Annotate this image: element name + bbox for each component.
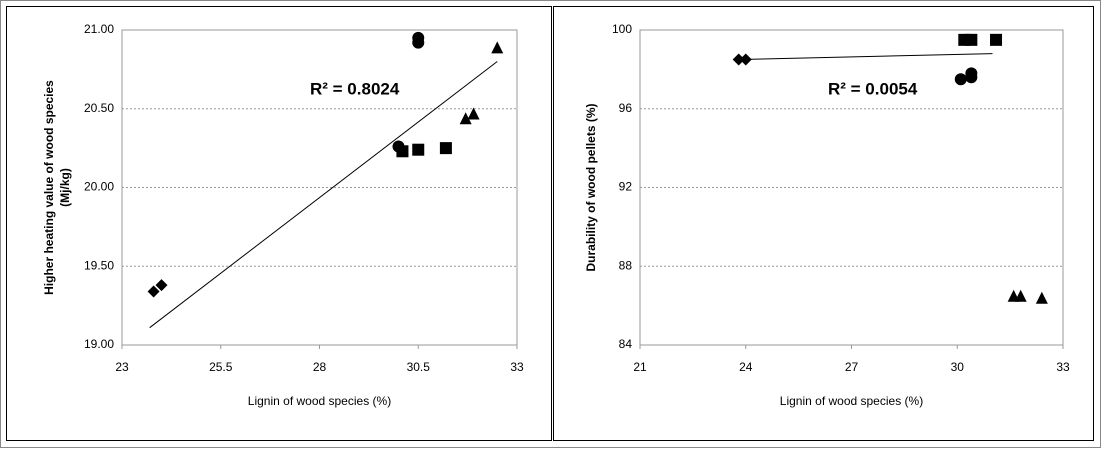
point [459, 112, 472, 125]
x-tick-label: 27 [845, 360, 859, 374]
point [439, 142, 452, 155]
x-tick-label: 28 [313, 360, 327, 374]
trendline [149, 61, 498, 329]
y-tick-label: 19.50 [84, 258, 114, 272]
y-tick-label: 19.00 [84, 337, 114, 351]
y-axis-title: Durability of wood pellets (%) [584, 103, 598, 271]
point [147, 285, 160, 298]
annotation: R² = 0.8024 [310, 79, 400, 98]
y-tick-label: 21.00 [84, 22, 114, 36]
point [739, 53, 752, 66]
point [412, 31, 425, 44]
point [954, 73, 967, 86]
y-axis-title: Higher heating value of wood species [42, 80, 56, 295]
y-tick-label: 88 [619, 258, 633, 272]
x-axis-title: Lignin of wood species (%) [780, 394, 923, 408]
x-tick-label: 30 [951, 360, 965, 374]
point [965, 67, 978, 80]
y-axis-title: (Mj/kg) [58, 168, 72, 207]
y-tick-label: 20.00 [84, 180, 114, 194]
point [155, 279, 168, 292]
trendline [738, 53, 993, 61]
point [491, 41, 504, 54]
point [1035, 291, 1048, 304]
y-tick-label: 84 [619, 337, 633, 351]
point [1014, 289, 1027, 302]
y-tick-label: 92 [619, 180, 633, 194]
x-tick-label: 25.5 [209, 360, 233, 374]
point [965, 33, 978, 46]
y-tick-label: 96 [619, 101, 633, 115]
point [396, 145, 409, 158]
point [732, 53, 745, 66]
y-tick-label: 100 [612, 22, 632, 36]
x-axis-title: Lignin of wood species (%) [248, 394, 391, 408]
x-tick-label: 24 [739, 360, 753, 374]
x-tick-label: 30.5 [407, 360, 431, 374]
annotation: R² = 0.0054 [828, 79, 918, 98]
x-tick-label: 33 [1056, 360, 1070, 374]
x-tick-label: 21 [633, 360, 647, 374]
panel-frame [553, 6, 1094, 441]
point [412, 143, 425, 156]
x-tick-label: 33 [510, 360, 524, 374]
point [990, 33, 1003, 46]
x-tick-label: 23 [115, 360, 129, 374]
y-tick-label: 20.50 [84, 101, 114, 115]
panel-frame [6, 6, 552, 441]
point [467, 107, 480, 120]
